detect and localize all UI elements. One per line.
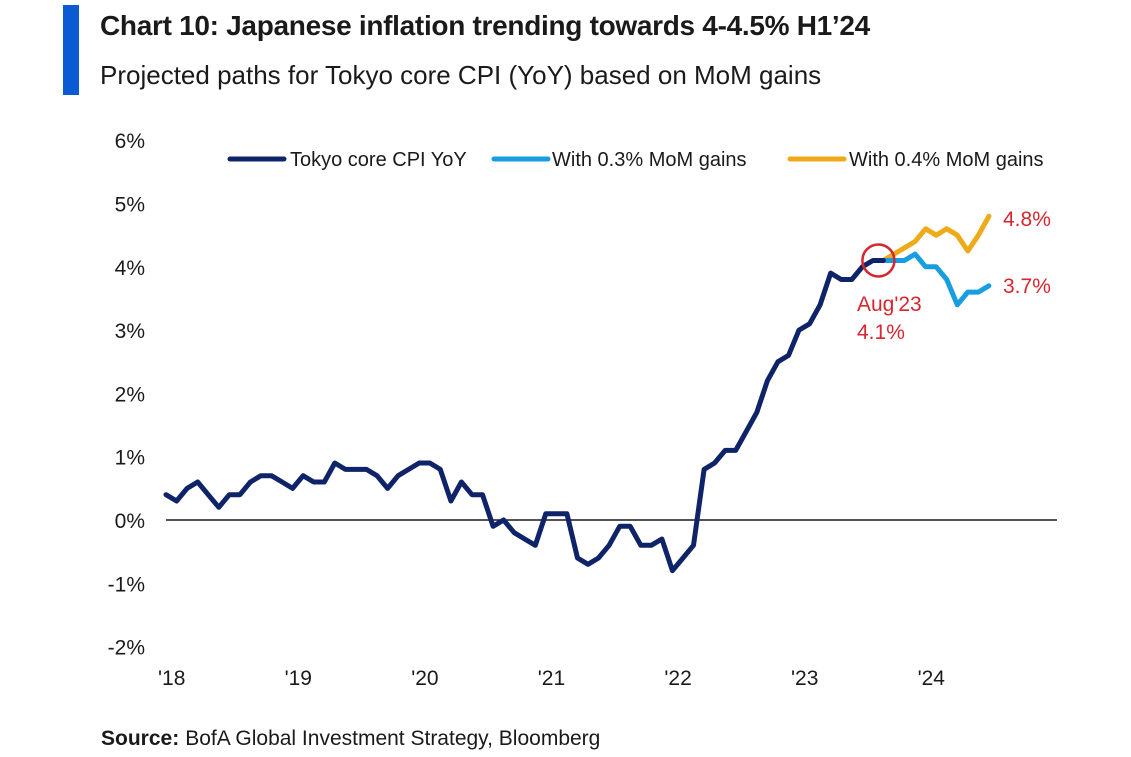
x-tick-label: '19	[285, 667, 312, 690]
legend-label-0: Tokyo core CPI YoY	[290, 149, 467, 171]
y-tick-label: -2%	[108, 637, 145, 660]
y-axis: -2% -1% 0% 1% 2% 3% 4% 5% 6%	[108, 130, 145, 659]
y-tick-label: 3%	[115, 320, 145, 343]
annotation-label: 3.7%	[1003, 275, 1051, 298]
series-line-2	[880, 213, 992, 263]
x-tick-label: '20	[411, 667, 438, 690]
highlight-circle	[861, 243, 896, 278]
chart-subtitle: Projected paths for Tokyo core CPI (YoY)…	[100, 60, 822, 90]
legend-label-1: With 0.3% MoM gains	[552, 149, 747, 171]
source-note: Source: BofA Global Investment Strategy, …	[101, 727, 600, 751]
x-tick-label: '23	[791, 667, 818, 690]
x-tick-label: '21	[538, 667, 565, 690]
accent-bar	[63, 5, 79, 95]
x-tick-label: '24	[918, 667, 946, 690]
chart-title: Chart 10: Japanese inflation trending to…	[100, 10, 870, 41]
annotation-label: Aug'23	[857, 293, 922, 316]
legend-label-2: With 0.4% MoM gains	[849, 149, 1044, 171]
y-tick-label: 2%	[115, 383, 145, 406]
x-tick-label: '22	[664, 667, 691, 690]
y-tick-label: 5%	[115, 194, 145, 217]
y-tick-label: 1%	[115, 447, 145, 470]
annotation-label: 4.1%	[857, 321, 905, 344]
y-tick-label: -1%	[108, 573, 145, 596]
x-axis: '18 '19 '20 '21 '22 '23 '24	[158, 667, 945, 690]
source-text: BofA Global Investment Strategy, Bloombe…	[185, 727, 601, 750]
annotations: 4.8% 3.7% Aug'23 4.1%	[857, 208, 1051, 344]
legend: Tokyo core CPI YoY With 0.3% MoM gains Wit…	[227, 149, 1044, 171]
x-tick-label: '18	[158, 667, 185, 690]
series-line-1	[880, 251, 992, 308]
y-tick-label: 4%	[115, 257, 145, 280]
annotation-label: 4.8%	[1003, 208, 1051, 231]
source-label: Source:	[101, 727, 180, 750]
y-tick-label: 6%	[115, 130, 145, 153]
y-tick-label: 0%	[115, 510, 145, 533]
series-layer	[163, 213, 992, 574]
series-line-0	[163, 258, 886, 574]
